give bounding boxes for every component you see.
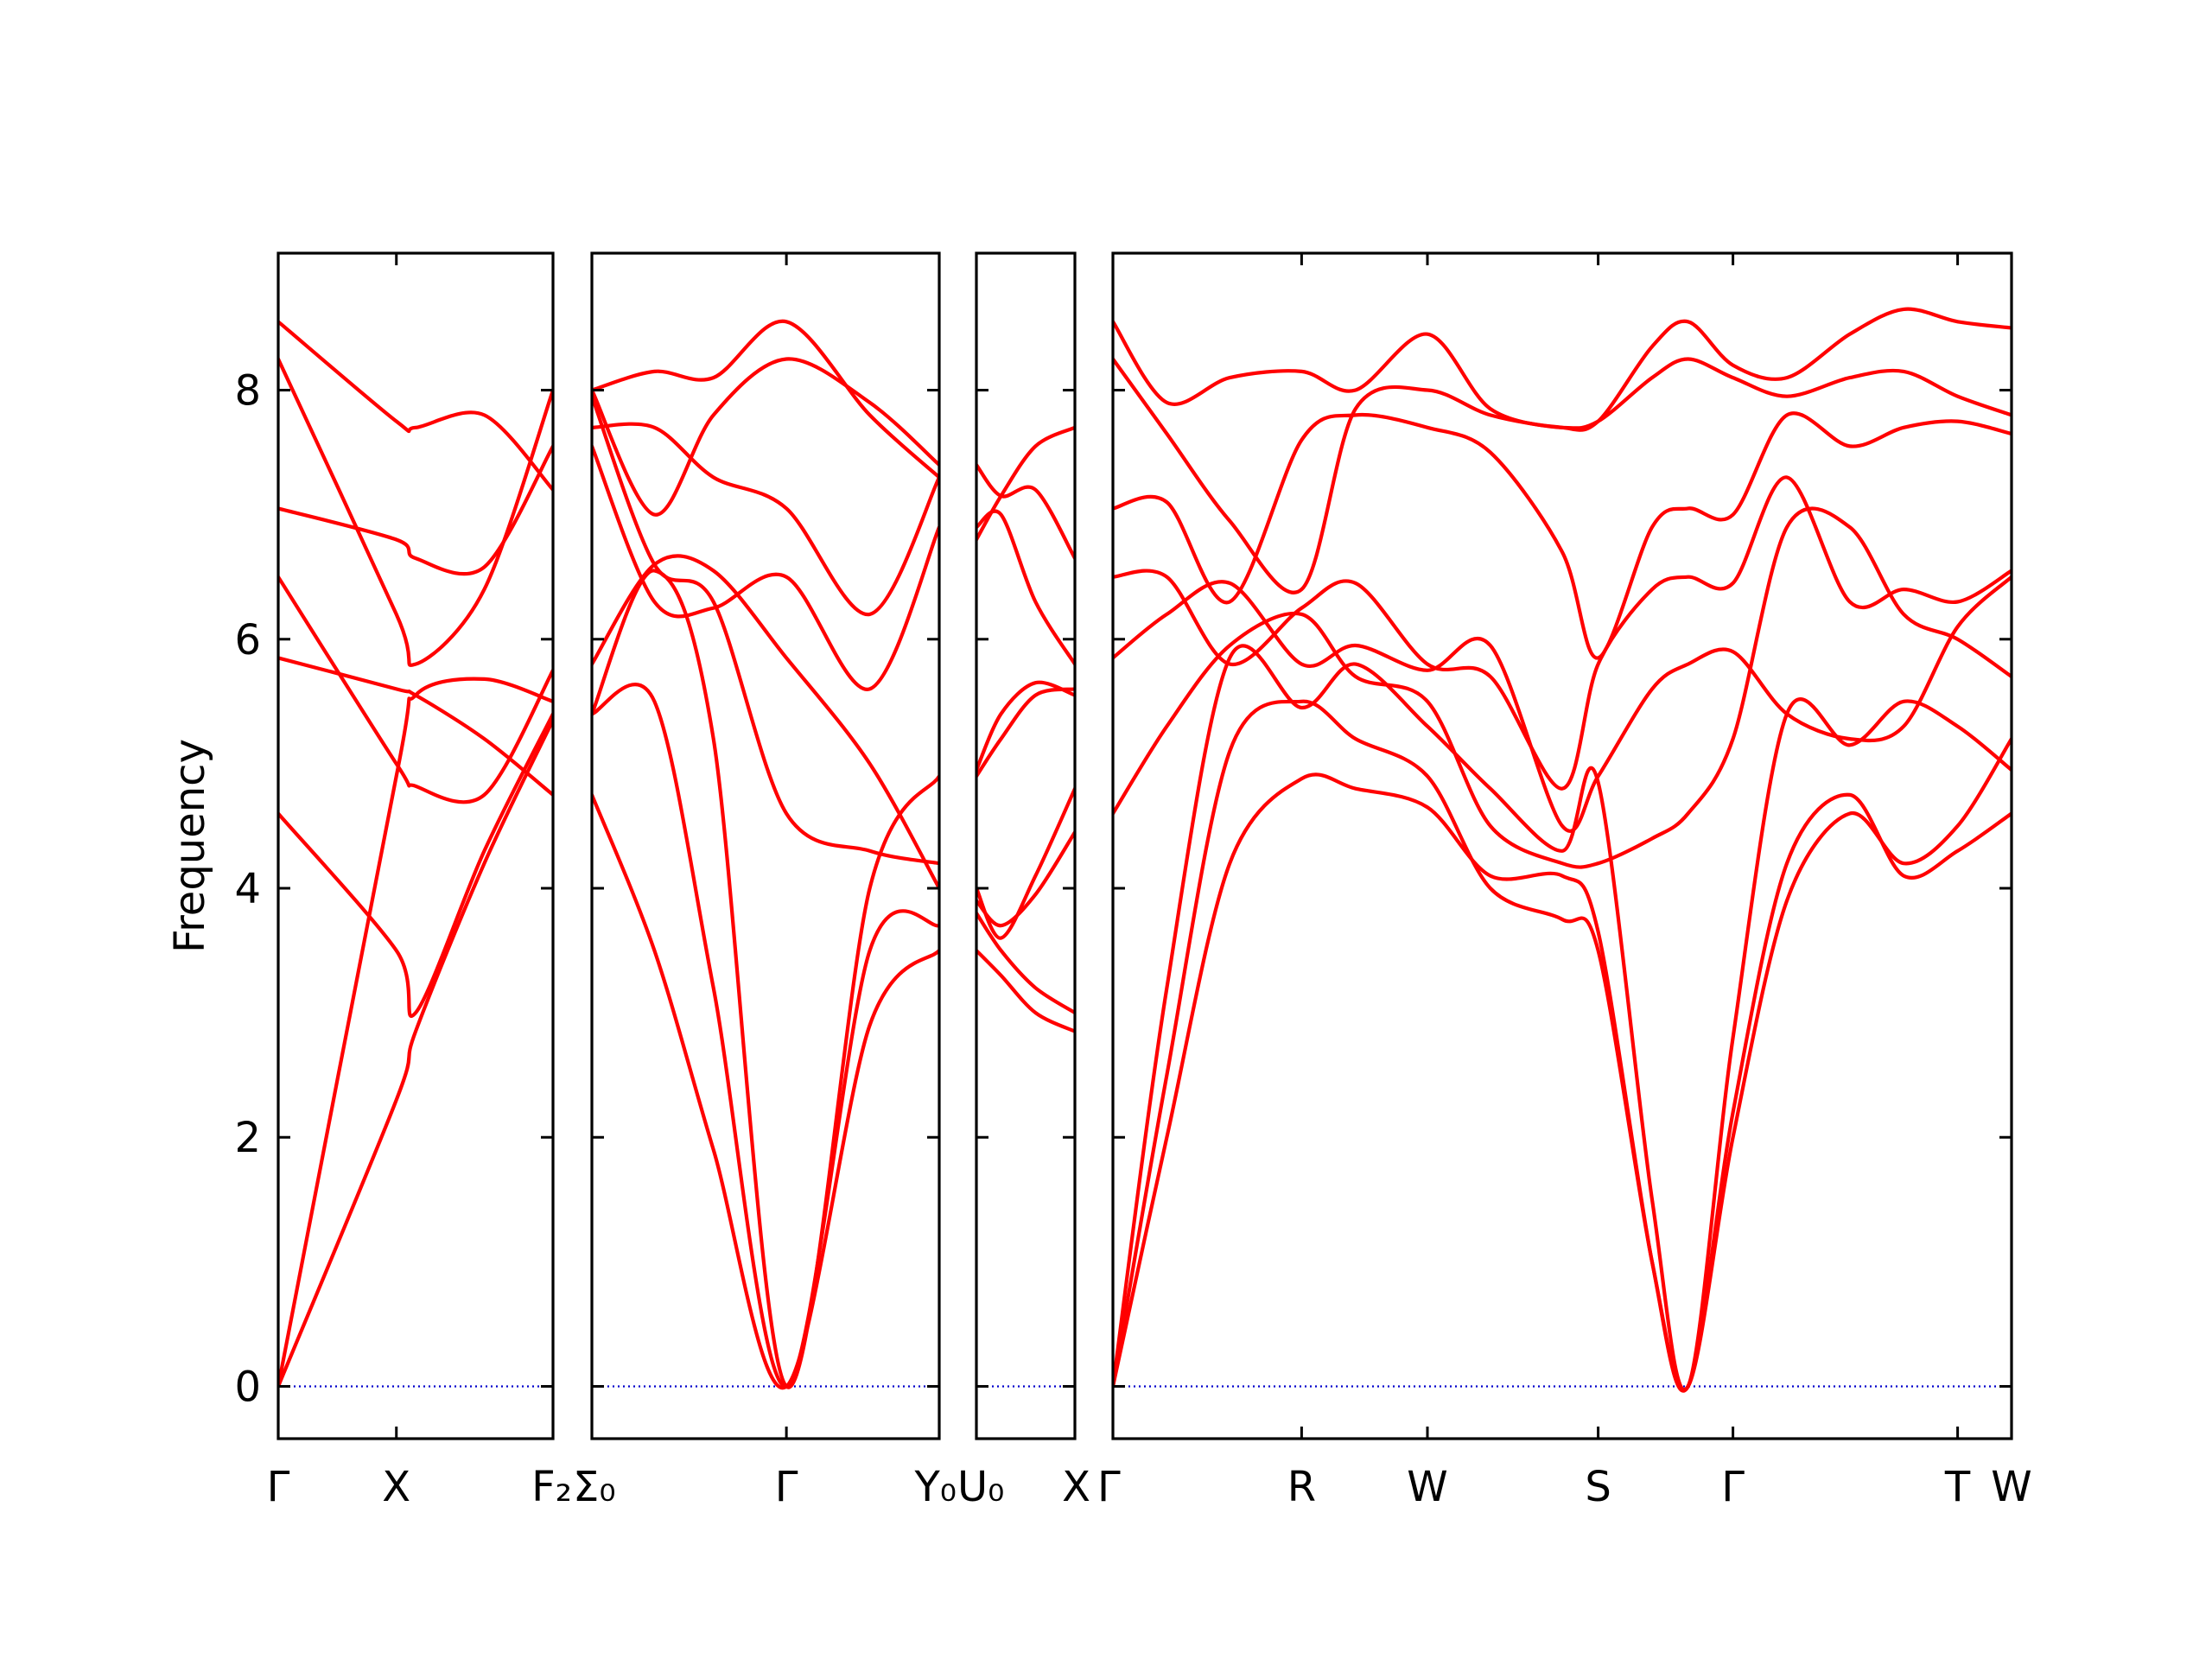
x-tick-label: T — [1944, 1463, 1971, 1511]
phonon-band-line — [1113, 411, 2012, 660]
y-tick-label: 6 — [234, 616, 261, 664]
phonon-band-line — [1113, 699, 2012, 1392]
phonon-band-line — [1113, 772, 2012, 1393]
phonon-band-line — [592, 357, 939, 517]
phonon-band-line — [278, 357, 553, 667]
x-tick-label: Γ — [267, 1463, 290, 1511]
phonon-band-line — [592, 792, 939, 1390]
phonon-band-line — [278, 677, 553, 1389]
phonon-band-line — [592, 422, 939, 617]
phonon-band-line — [1113, 575, 2012, 833]
x-tick-label: Y₀ — [913, 1463, 957, 1511]
phonon-band-line — [1113, 644, 2012, 1392]
phonon-band-line — [976, 509, 1075, 666]
phonon-band-line — [592, 683, 939, 1389]
x-tick-label: F₂ — [531, 1463, 572, 1511]
phonon-band-line — [278, 444, 553, 576]
phonon-band-line — [1113, 506, 2012, 869]
phonon-band-line — [976, 786, 1075, 940]
panel-frame — [276, 251, 555, 1440]
phonon-band-line — [1113, 475, 2012, 791]
phonon-band-line — [278, 575, 553, 804]
x-tick-label: X — [1062, 1463, 1090, 1511]
phonon-band-line — [1113, 307, 2012, 432]
y-axis-title-group: Frequency — [166, 739, 214, 953]
phonon-band-line — [976, 687, 1075, 779]
x-tick-label: W — [1407, 1463, 1447, 1511]
phonon-band-line — [278, 656, 553, 797]
panels: Γ X F₂ Σ₀ Γ Y₀ U₀ X Γ R W S Γ T W — [267, 251, 2032, 1511]
x-tick-label: Γ — [775, 1463, 798, 1511]
phonon-band-line — [592, 394, 939, 866]
phonon-band-line — [278, 320, 553, 492]
x-tick-label: U₀ — [957, 1463, 1004, 1511]
panel-frame — [975, 251, 1077, 1440]
x-tick-label: X — [382, 1463, 410, 1511]
x-tick-label: Γ — [1097, 1463, 1121, 1511]
y-tick-label: 2 — [234, 1114, 261, 1162]
x-tick-label: W — [1991, 1463, 2031, 1511]
phonon-band-line — [592, 319, 939, 480]
y-tick-label: 4 — [234, 865, 261, 913]
band-lines — [278, 320, 553, 1389]
phonon-band-line — [592, 444, 939, 691]
y-axis-label: Frequency — [166, 739, 214, 953]
phonon-band-line — [976, 830, 1075, 928]
phonon-band-line — [976, 911, 1075, 1015]
phonon-band-line — [976, 680, 1075, 772]
band-lines — [1113, 307, 2012, 1393]
panel-frame — [1111, 251, 2013, 1440]
phonon-band-line — [976, 462, 1075, 561]
y-tick-labels: 0 2 4 6 8 — [234, 367, 261, 1412]
y-tick-label: 8 — [234, 367, 261, 416]
panel-3: U₀ X — [957, 251, 1090, 1511]
panel-1: Γ X F₂ — [267, 251, 572, 1511]
band-lines — [592, 319, 939, 1390]
panel-2: Σ₀ Γ Y₀ — [573, 251, 957, 1511]
x-tick-label: Σ₀ — [573, 1463, 616, 1511]
x-tick-label: Γ — [1721, 1463, 1745, 1511]
phonon-band-line — [278, 718, 553, 1389]
panel-frame — [590, 251, 941, 1440]
phonon-band-line — [976, 425, 1075, 542]
phonon-band-line — [278, 712, 553, 1018]
x-tick-label: R — [1287, 1463, 1316, 1511]
x-tick-label: S — [1585, 1463, 1611, 1511]
y-tick-label: 0 — [234, 1363, 261, 1411]
band-lines — [976, 425, 1075, 1033]
phonon-band-line — [592, 569, 939, 1389]
phonon-band-line — [592, 554, 939, 891]
phonon-band-line — [1113, 357, 2012, 594]
phonon-band-line — [976, 949, 1075, 1033]
